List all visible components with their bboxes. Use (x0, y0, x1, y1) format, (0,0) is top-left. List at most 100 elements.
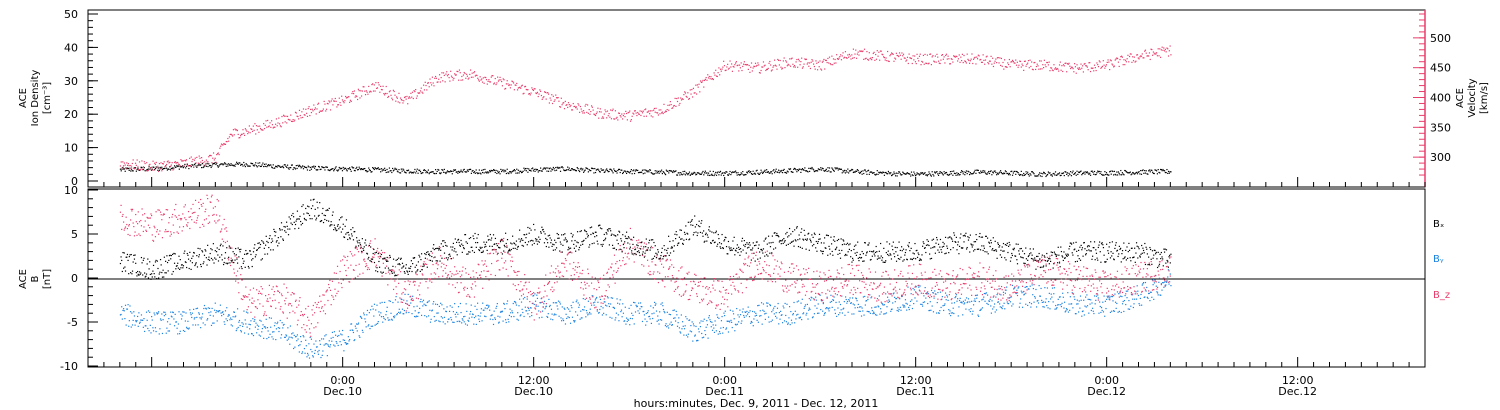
density-series-point (1049, 172, 1051, 174)
velocity-series-point (567, 102, 570, 104)
density-series-point (240, 164, 242, 166)
by-series-point (887, 301, 889, 303)
by-series-point (129, 305, 131, 307)
velocity-series-point (611, 109, 613, 112)
density-series-point (658, 172, 660, 174)
by-series-point (612, 306, 614, 309)
velocity-series-point (962, 61, 964, 64)
by-series-point (606, 305, 608, 307)
by-series-point (193, 308, 195, 310)
density-series-point (154, 167, 157, 170)
density-series-point (485, 172, 488, 174)
bz-series-point (155, 211, 157, 213)
by-series-point (709, 319, 711, 321)
velocity-series-point (340, 104, 342, 106)
bz-series-point (219, 231, 221, 233)
velocity-series-point (724, 69, 726, 72)
velocity-series-point (622, 118, 624, 120)
by-series-point (874, 306, 876, 308)
velocity-series-point (860, 50, 862, 52)
density-series-point (846, 171, 848, 173)
by-series-point (137, 315, 139, 318)
density-series-point (312, 166, 314, 168)
density-series-point (591, 167, 593, 169)
by-series-point (929, 309, 931, 312)
velocity-series-point (647, 111, 649, 113)
by-series-point (137, 325, 139, 327)
bz-series-point (329, 289, 332, 291)
by-series-point (295, 335, 297, 338)
density-series-point (544, 167, 546, 169)
by-series-point (777, 302, 779, 305)
density-series-point (606, 169, 609, 172)
density-series-point (241, 163, 243, 166)
velocity-series-point (892, 53, 894, 55)
density-series-point (855, 170, 858, 172)
by-series-point (200, 318, 202, 320)
velocity-series-point (512, 82, 515, 84)
by-series-point (997, 301, 999, 303)
velocity-series-point (358, 90, 360, 92)
velocity-series-point (963, 54, 965, 57)
density-series-point (1138, 171, 1140, 173)
bz-series-point (200, 203, 202, 206)
density-series-point (1013, 170, 1015, 173)
by-series-point (673, 317, 675, 319)
velocity-series-point (428, 86, 430, 88)
by-series-point (1006, 286, 1008, 288)
velocity-series-point (629, 120, 632, 122)
density-series-point (391, 171, 393, 174)
density-series-point (814, 170, 816, 172)
density-series-point (654, 170, 656, 172)
density-series-point (637, 172, 640, 174)
density-series-point (679, 174, 681, 176)
velocity-series-point (1020, 66, 1022, 68)
velocity-series-point (694, 92, 696, 94)
by-series-point (477, 302, 479, 304)
velocity-series-point (916, 53, 918, 55)
by-series-point (1093, 312, 1095, 315)
by-series-point (624, 306, 626, 308)
velocity-series-point (481, 81, 484, 83)
by-series-point (254, 319, 256, 321)
velocity-series-point (383, 93, 385, 95)
velocity-series-point (497, 76, 499, 78)
velocity-series-point (742, 63, 745, 65)
by-series-point (424, 304, 426, 306)
velocity-series-point (156, 167, 158, 169)
by-series-point (505, 321, 507, 324)
by-series-point (499, 316, 501, 318)
density-series-point (575, 169, 577, 172)
bz-series-point (137, 211, 139, 213)
by-series-point (418, 311, 420, 314)
density-series-point (770, 171, 773, 173)
velocity-series-point (1144, 49, 1147, 51)
by-series-point (204, 324, 206, 326)
by-series-point (1013, 288, 1015, 290)
by-series-point (407, 293, 409, 296)
by-series-point (540, 297, 542, 300)
bz-series-point (308, 328, 311, 330)
by-series-point (252, 334, 255, 337)
velocity-series-point (1162, 49, 1164, 51)
velocity-series-point (670, 103, 672, 106)
density-series-point (573, 169, 575, 171)
velocity-series-point (689, 89, 691, 91)
velocity-series-point (1075, 72, 1077, 74)
density-series-point (411, 171, 414, 174)
density-series-point (1159, 168, 1162, 171)
bz-series-point (264, 295, 267, 297)
bz-series-point (247, 306, 250, 308)
bz-series-point (226, 230, 228, 232)
density-series-point (898, 171, 901, 173)
by-series-point (257, 328, 259, 330)
by-series-point (623, 320, 625, 322)
by-series-point (694, 335, 696, 337)
bz-series-point (222, 240, 225, 243)
velocity-series-point (281, 115, 283, 118)
velocity-series-point (723, 60, 725, 62)
by-series-point (771, 311, 773, 313)
by-series-point (216, 320, 218, 322)
bz-series-point (275, 307, 277, 309)
bz-series-point (221, 228, 223, 230)
